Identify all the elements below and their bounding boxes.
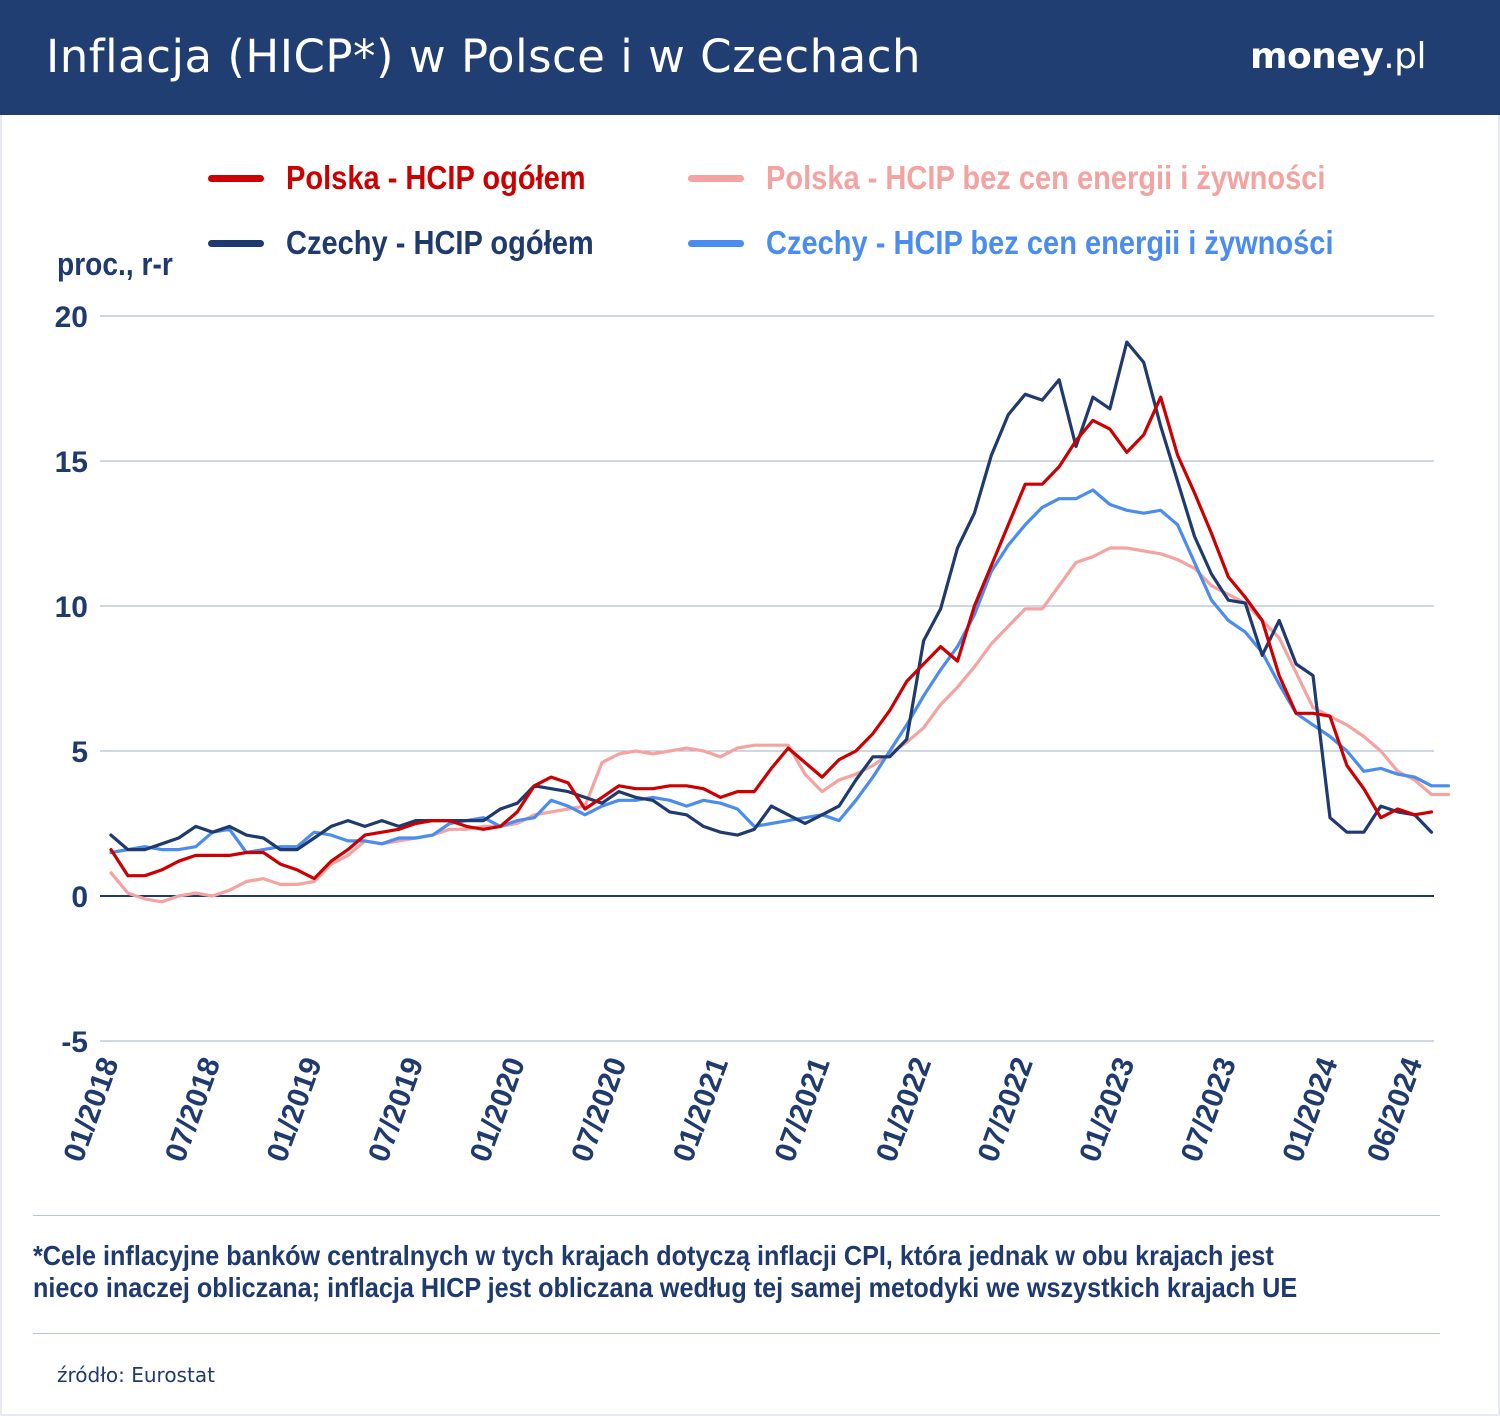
x-tick-label: 01/2018 [57,1053,125,1166]
divider [33,1215,1440,1216]
header-bar: Inflacja (HICP*) w Polsce i w Czechach m… [0,0,1500,115]
y-tick-label: -5 [61,1026,88,1059]
x-tick-label: 01/2022 [870,1053,938,1166]
legend-item-pl-total: Polska - HCIP ogółem [208,158,626,198]
x-tick-label: 01/2023 [1073,1053,1141,1166]
y-tick-label: 10 [55,591,88,624]
legend-item-cz-core: Czechy - HCIP bez cen energii i żywności [688,223,1411,263]
x-tick-label: 07/2020 [565,1053,633,1166]
y-tick-label: 0 [71,881,88,914]
y-tick-label: 5 [71,736,88,769]
series-line-czechy-hcip-bez-cen-energii-i-ywno-ci [109,488,1451,855]
legend-label: Polska - HCIP ogółem [286,159,586,196]
y-tick-label: 20 [55,301,88,334]
legend-label: Czechy - HCIP bez cen energii i żywności [766,224,1334,261]
x-tick-label: 06/2024 [1361,1053,1429,1166]
legend-label: Polska - HCIP bez cen energii i żywności [766,159,1326,196]
content-frame [0,115,1500,1416]
x-tick-label: 01/2019 [261,1053,329,1166]
legend-swatch [688,174,744,182]
x-tick-label: 07/2018 [159,1053,227,1166]
x-tick-label: 07/2019 [362,1053,430,1166]
legend-swatch [208,239,264,247]
x-tick-label: 01/2024 [1276,1053,1344,1166]
page-title: Inflacja (HICP*) w Polsce i w Czechach [46,30,922,83]
legend-swatch [208,174,264,182]
x-tick-label: 01/2020 [464,1053,532,1166]
series-line-czechy-hcip-og-em [109,340,1434,852]
x-tick-label: 07/2023 [1175,1053,1243,1166]
source-note: źródło: Eurostat [57,1363,215,1387]
footnote: *Cele inflacyjne banków centralnych w ty… [33,1240,1298,1303]
y-axis-unit-label: proc., r-r [57,246,173,282]
x-tick-label: 07/2022 [972,1053,1040,1166]
y-tick-label: 15 [55,446,88,479]
legend-swatch [688,239,744,247]
divider [33,1333,1440,1334]
brand-suffix: .pl [1383,36,1426,77]
legend-item-cz-total: Czechy - HCIP ogółem [208,223,636,263]
x-tick-label: 01/2021 [667,1053,735,1166]
legend-label: Czechy - HCIP ogółem [286,224,594,261]
brand-name: money [1249,36,1384,77]
legend-item-pl-core: Polska - HCIP bez cen energii i żywności [688,158,1402,198]
brand-logo: money.pl [1249,36,1427,77]
series-line-polska-hcip-og-em [109,395,1434,881]
x-tick-label: 07/2021 [769,1053,837,1166]
